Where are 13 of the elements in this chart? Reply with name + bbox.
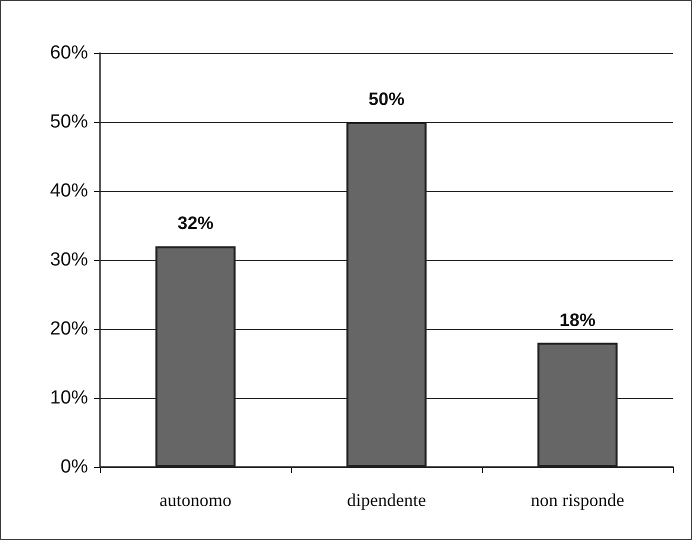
y-tick-label: 40% <box>50 180 88 202</box>
y-tick-label: 50% <box>50 112 88 132</box>
data-label: 50% <box>368 89 405 109</box>
y-tick-label: 30% <box>50 250 88 270</box>
x-tick-label: autonomo <box>160 490 232 510</box>
y-tick-label: 20% <box>50 318 88 340</box>
data-label: 32% <box>177 213 214 234</box>
y-tick-label: 10% <box>50 388 88 408</box>
data-label: 18% <box>559 310 596 330</box>
x-tick-label: non risponde <box>530 490 624 510</box>
y-tick-label: 60% <box>50 42 88 64</box>
x-tick-label: dipendente <box>347 490 426 510</box>
y-tick-label: 0% <box>60 456 88 478</box>
